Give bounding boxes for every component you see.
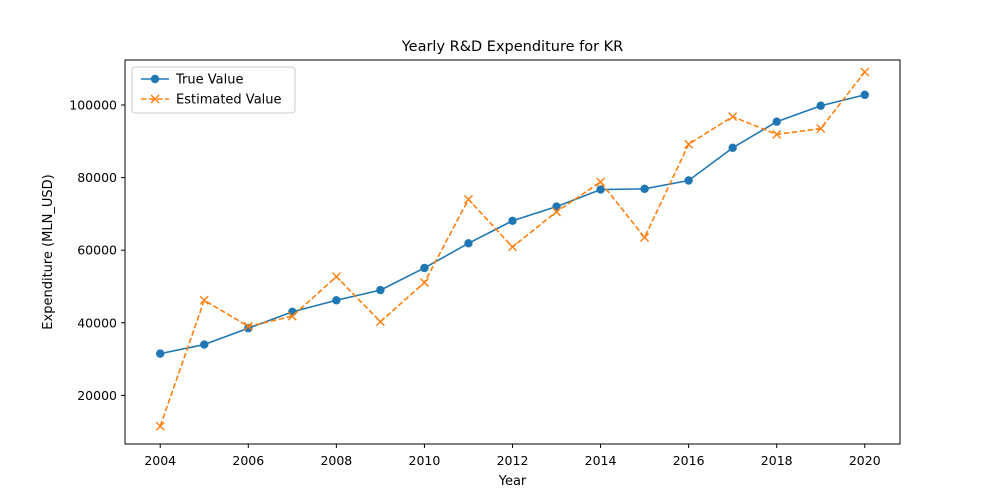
y-tick-label: 60000	[77, 243, 117, 258]
x-tick-label: 2008	[320, 453, 352, 468]
data-point	[200, 340, 209, 349]
x-tick-label: 2020	[849, 453, 881, 468]
y-tick-label: 80000	[77, 170, 117, 185]
x-axis-label: Year	[498, 474, 527, 489]
data-point	[243, 321, 253, 331]
data-point	[508, 216, 517, 225]
data-point	[684, 176, 693, 185]
data-point	[288, 307, 297, 317]
legend-box	[131, 66, 296, 114]
series-layer	[155, 67, 870, 431]
y-axis-ticks: 20000 40000 60000 80000 100000	[69, 98, 125, 403]
data-point	[331, 272, 341, 282]
data-point	[596, 185, 605, 194]
data-point	[420, 263, 429, 273]
data-point	[772, 129, 782, 139]
data-point	[332, 296, 341, 305]
x-tick-label: 2018	[761, 453, 793, 468]
data-point	[375, 317, 385, 327]
data-point	[287, 311, 297, 321]
series-estimated-value	[155, 67, 870, 431]
chart-title: Yearly R&D Expenditure for KR	[401, 39, 624, 55]
x-tick-label: 2012	[497, 453, 529, 468]
data-point	[640, 184, 649, 194]
data-point	[728, 143, 737, 153]
x-axis-ticks: 2004 2006 2008 2010 2012 2014 2016 2018 2020	[144, 444, 881, 468]
data-point	[684, 139, 694, 149]
data-point	[464, 239, 473, 248]
data-point	[552, 207, 562, 217]
data-point	[860, 90, 869, 100]
data-point	[728, 112, 738, 122]
y-axis-label: Expenditure (MLN_USD)	[41, 174, 56, 329]
data-point	[816, 124, 826, 134]
data-point	[156, 349, 165, 358]
legend-true-label: True Value	[175, 73, 243, 88]
x-tick-label: 2016	[673, 453, 705, 468]
legend-estimated-marker	[150, 94, 160, 104]
data-point	[376, 285, 385, 295]
x-tick-label: 2014	[585, 453, 617, 468]
data-point	[419, 277, 429, 287]
data-point	[860, 67, 870, 77]
data-point	[640, 232, 650, 242]
y-tick-label: 100000	[69, 98, 117, 113]
x-tick-label: 2010	[409, 453, 441, 468]
data-point	[508, 242, 517, 252]
data-point	[155, 421, 165, 431]
data-point	[596, 177, 606, 187]
legend-true-marker	[150, 74, 160, 84]
data-point	[816, 101, 825, 110]
x-tick-label: 2004	[144, 453, 176, 468]
y-tick-label: 20000	[77, 388, 117, 403]
legend: True Value Estimated Value	[131, 66, 296, 114]
data-point	[463, 194, 473, 204]
legend-estimated-label: Estimated Value	[176, 93, 282, 108]
y-tick-label: 40000	[77, 315, 117, 330]
data-point	[772, 117, 781, 126]
x-tick-label: 2006	[232, 453, 264, 468]
data-point	[199, 295, 209, 305]
